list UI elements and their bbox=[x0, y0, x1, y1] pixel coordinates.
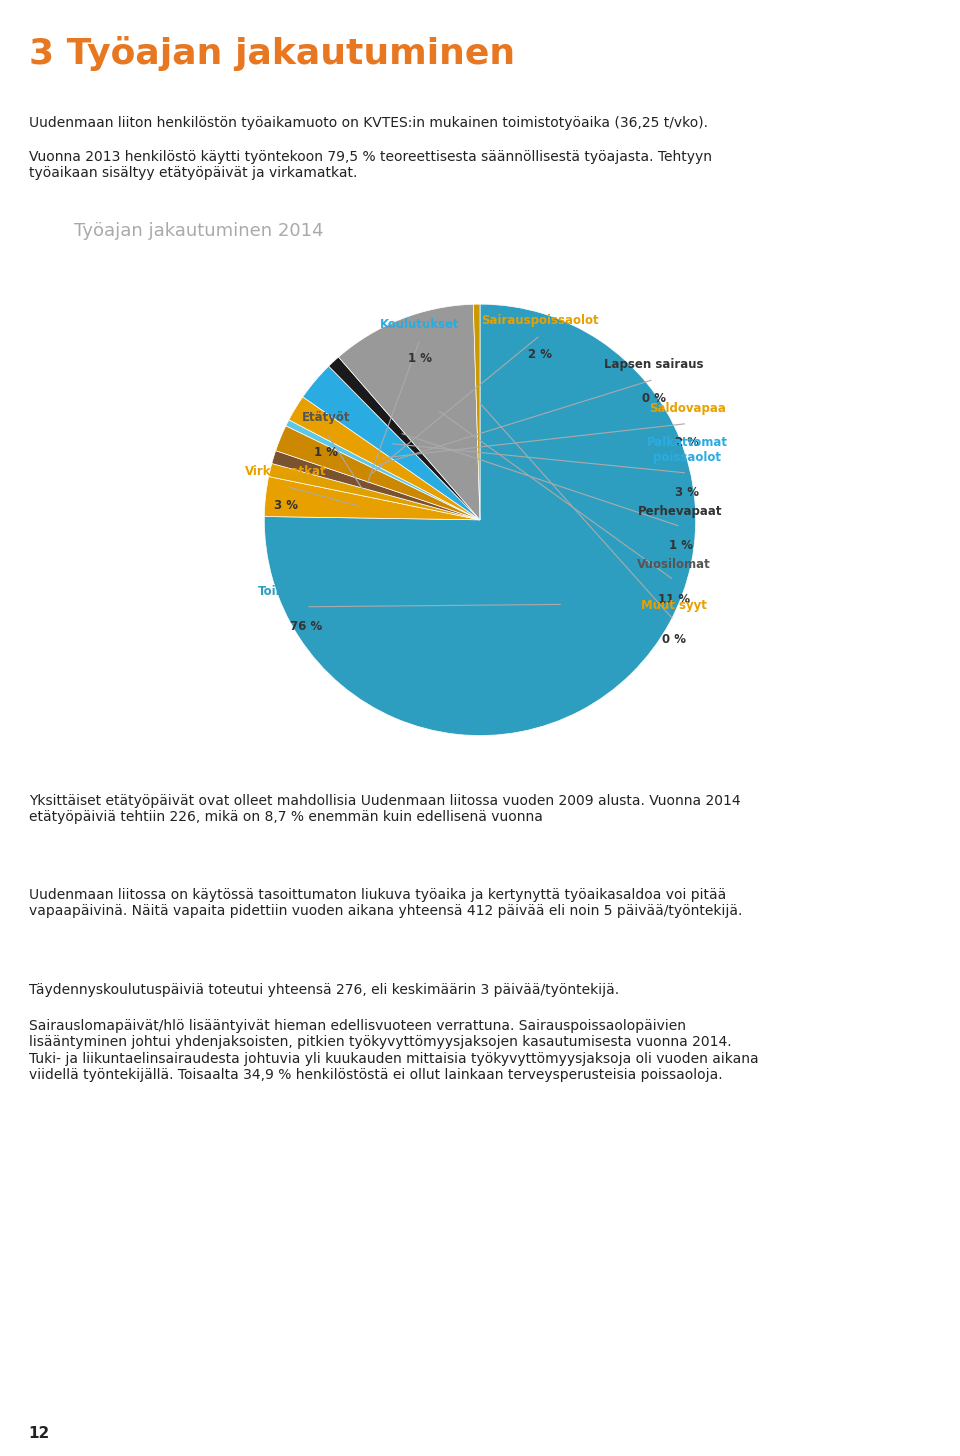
Text: 12: 12 bbox=[29, 1427, 50, 1441]
Text: Virkamatkat: Virkamatkat bbox=[245, 464, 327, 478]
Wedge shape bbox=[269, 463, 480, 520]
Text: 0 %: 0 % bbox=[661, 633, 685, 646]
Text: Vuonna 2013 henkilöstö käytti työntekoon 79,5 % teoreettisesta säännöllisestä ty: Vuonna 2013 henkilöstö käytti työntekoon… bbox=[29, 150, 711, 181]
Text: Etätyöt: Etätyöt bbox=[302, 411, 350, 424]
Text: Koulutukset: Koulutukset bbox=[380, 317, 460, 331]
Text: Perhevapaat: Perhevapaat bbox=[638, 505, 723, 518]
Text: 2 %: 2 % bbox=[528, 348, 552, 361]
Wedge shape bbox=[302, 365, 480, 520]
Text: Toimistopäivät: Toimistopäivät bbox=[257, 585, 354, 598]
Text: 1 %: 1 % bbox=[408, 352, 432, 365]
Wedge shape bbox=[286, 419, 480, 520]
Wedge shape bbox=[328, 357, 480, 520]
Text: Muut syyt: Muut syyt bbox=[641, 598, 707, 612]
Text: Sairauspoissaolot: Sairauspoissaolot bbox=[481, 313, 599, 326]
Text: 3 Työajan jakautuminen: 3 Työajan jakautuminen bbox=[29, 36, 515, 71]
Text: Saldovapaa: Saldovapaa bbox=[649, 402, 726, 415]
Wedge shape bbox=[473, 304, 480, 520]
Text: Työajan jakautuminen 2014: Työajan jakautuminen 2014 bbox=[74, 221, 324, 240]
Wedge shape bbox=[264, 476, 480, 520]
Text: 76 %: 76 % bbox=[290, 620, 323, 633]
Text: Uudenmaan liitossa on käytössä tasoittumaton liukuva työaika ja kertynyttä työai: Uudenmaan liitossa on käytössä tasoittum… bbox=[29, 888, 742, 919]
Text: Uudenmaan liiton henkilöstön työaikamuoto on KVTES:in mukainen toimistotyöaika (: Uudenmaan liiton henkilöstön työaikamuot… bbox=[29, 116, 708, 131]
Text: Täydennyskoulutuspäiviä toteutui yhteensä 276, eli keskimäärin 3 päivää/työnteki: Täydennyskoulutuspäiviä toteutui yhteens… bbox=[29, 983, 619, 997]
Text: 3 %: 3 % bbox=[675, 486, 699, 499]
Text: Yksittäiset etätyöpäivät ovat olleet mahdollisia Uudenmaan liitossa vuoden 2009 : Yksittäiset etätyöpäivät ovat olleet mah… bbox=[29, 794, 740, 824]
Text: Vuosilomat: Vuosilomat bbox=[637, 559, 710, 571]
Wedge shape bbox=[289, 397, 480, 520]
Text: 1 %: 1 % bbox=[668, 540, 692, 552]
Text: 3 %: 3 % bbox=[275, 499, 299, 513]
Text: 0 %: 0 % bbox=[642, 392, 666, 405]
Text: 11 %: 11 % bbox=[658, 593, 690, 606]
Text: Palkattomat
poissaolot: Palkattomat poissaolot bbox=[647, 437, 728, 464]
Wedge shape bbox=[276, 425, 480, 520]
Wedge shape bbox=[264, 304, 696, 735]
Wedge shape bbox=[339, 304, 480, 520]
Text: 1 %: 1 % bbox=[314, 446, 338, 459]
Text: 2 %: 2 % bbox=[675, 437, 699, 450]
Text: Sairauslomapäivät/hlö lisääntyivät hieman edellisvuoteen verrattuna. Sairauspois: Sairauslomapäivät/hlö lisääntyivät hiema… bbox=[29, 1019, 758, 1082]
Wedge shape bbox=[272, 451, 480, 520]
Text: Lapsen sairaus: Lapsen sairaus bbox=[604, 358, 704, 371]
